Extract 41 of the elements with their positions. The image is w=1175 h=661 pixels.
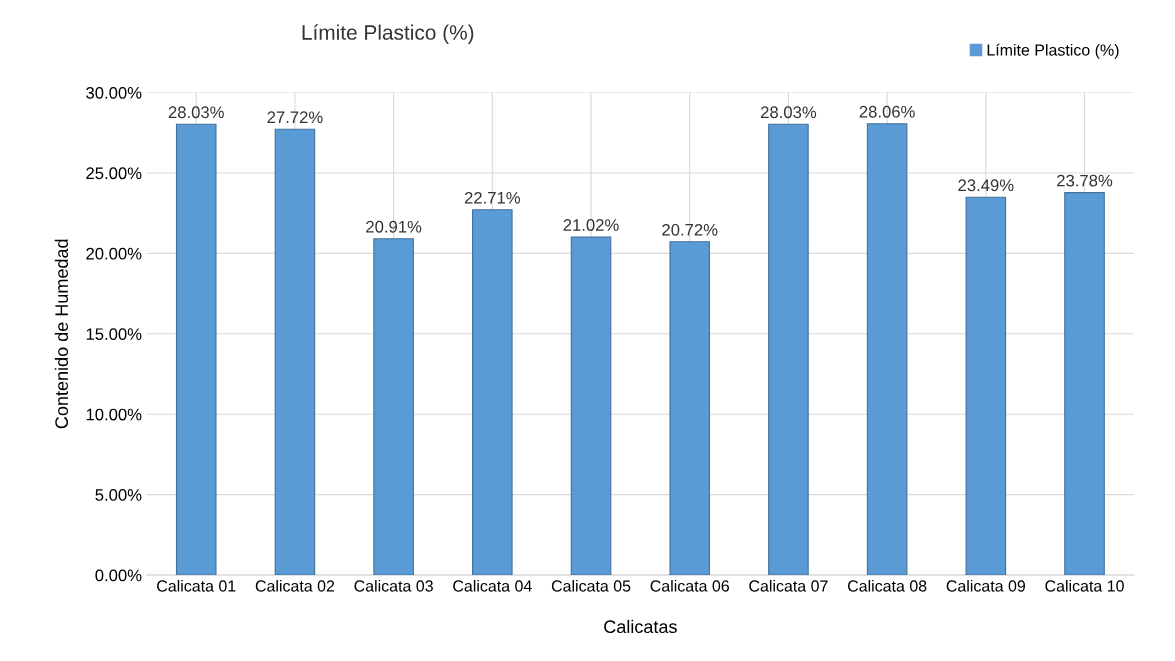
- y-tick-label: 5.00%: [95, 489, 142, 501]
- data-label: 21.02%: [563, 219, 619, 231]
- chart-title: Límite Plastico (%): [302, 24, 474, 44]
- x-tick-label: Calicata 09: [946, 579, 1026, 592]
- data-label: 20.91%: [366, 220, 422, 233]
- data-label: 28.06%: [859, 105, 915, 118]
- data-label: 28.03%: [168, 106, 224, 119]
- x-axis-title: Calicatas: [604, 619, 677, 634]
- bar: [866, 123, 908, 576]
- bar: [965, 196, 1007, 576]
- x-tick-label: Calicata 04: [453, 579, 532, 592]
- bar: [669, 241, 711, 576]
- data-label: 27.72%: [267, 111, 323, 124]
- x-tick-label: Calicata 06: [650, 579, 729, 592]
- x-tick-label: Calicata 05: [551, 579, 631, 592]
- data-label: 23.49%: [958, 179, 1014, 192]
- bar: [175, 123, 217, 576]
- bar: [274, 128, 316, 576]
- bar: [570, 236, 612, 576]
- y-axis-title: Contenido de Humedad: [54, 239, 69, 429]
- bar: [1064, 192, 1105, 576]
- x-tick-label: Calicata 03: [354, 579, 433, 592]
- x-tick-label: Calicata 08: [847, 579, 927, 592]
- y-tick-label: 25.00%: [86, 167, 142, 180]
- x-tick-label: Calicata 10: [1045, 579, 1124, 592]
- x-tick-label: Calicata 02: [255, 579, 335, 592]
- y-tick-label: 0.00%: [95, 569, 142, 582]
- data-label: 22.71%: [464, 191, 520, 204]
- bar: [472, 209, 513, 576]
- bar: [768, 123, 809, 576]
- legend-label: Límite Plastico (%): [987, 43, 1119, 59]
- bar: [373, 238, 414, 576]
- data-label: 20.72%: [662, 223, 718, 236]
- x-tick-label: Calicata 01: [157, 579, 236, 592]
- y-tick-label: 20.00%: [86, 247, 142, 260]
- data-label: 23.78%: [1057, 174, 1113, 187]
- y-tick-label: 10.00%: [86, 408, 142, 421]
- x-tick-label: Calicata 07: [749, 579, 828, 592]
- y-tick-label: 30.00%: [86, 86, 142, 99]
- y-tick-label: 15.00%: [86, 328, 142, 341]
- data-label: 28.03%: [761, 106, 817, 119]
